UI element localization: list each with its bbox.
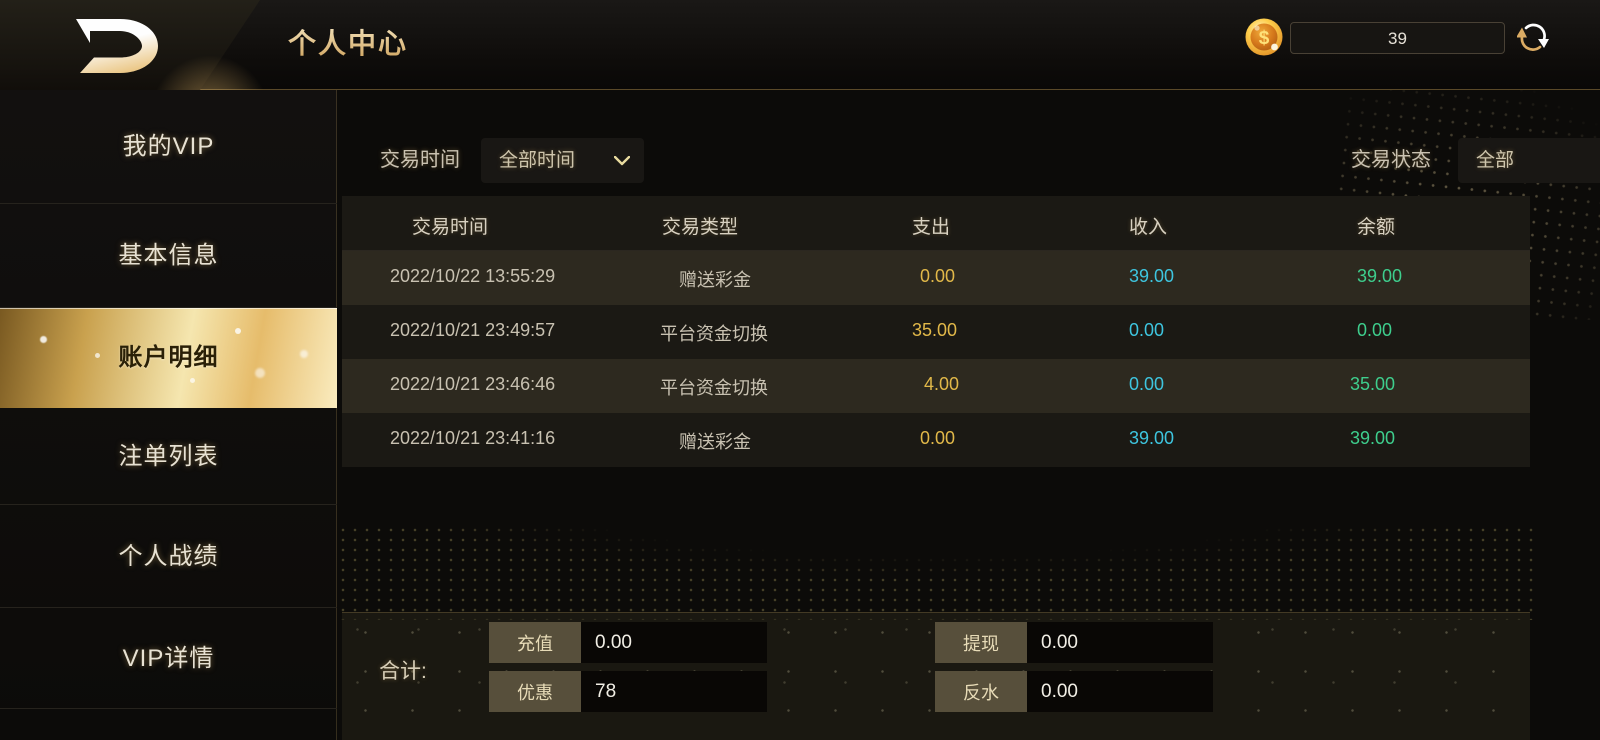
svg-text:$: $ bbox=[1259, 28, 1270, 49]
